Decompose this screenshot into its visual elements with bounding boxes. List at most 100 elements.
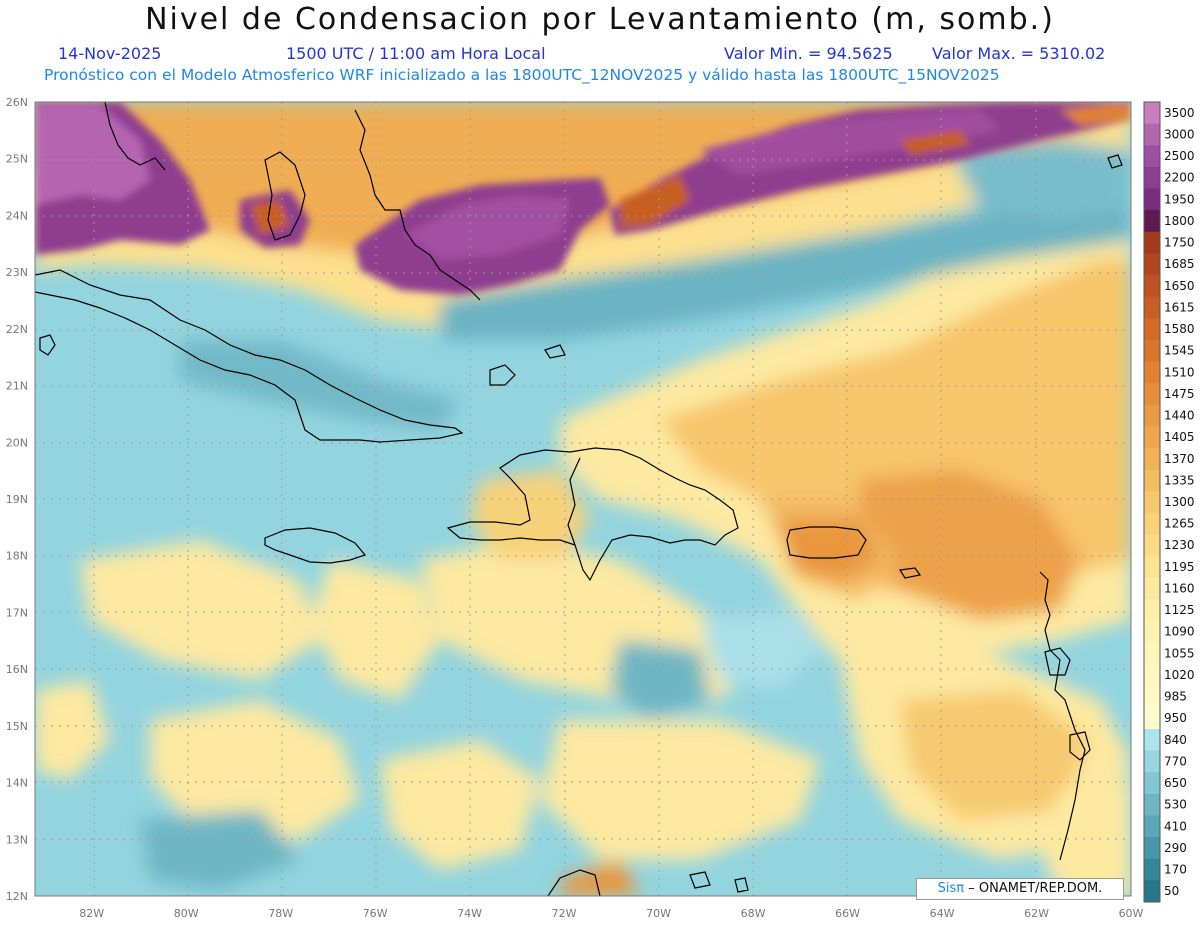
colorbar-swatch [1144, 361, 1160, 384]
lon-label-82w: 82W [79, 907, 104, 920]
colorbar-swatch [1144, 620, 1160, 644]
lat-label-13n: 13N [6, 833, 28, 846]
field-maxima [35, 102, 1131, 295]
lat-label-12n: 12N [6, 890, 28, 903]
colorbar-label: 410 [1164, 819, 1187, 833]
colorbar-label: 770 [1164, 754, 1187, 768]
colorbar-swatch [1144, 664, 1160, 687]
colorbar-label: 840 [1164, 733, 1187, 747]
colorbar-swatch [1144, 274, 1160, 298]
lon-label-74w: 74W [457, 907, 482, 920]
map-frame [34, 101, 1132, 897]
colorbar-label: 1650 [1164, 279, 1195, 293]
lat-label-19n: 19N [6, 493, 28, 506]
colorbar-label: 1125 [1164, 603, 1195, 617]
coastline-puerto-rico [786, 526, 867, 559]
colorbar-swatch [1144, 188, 1160, 211]
colorbar-swatch [1144, 404, 1160, 427]
colorbar-swatch [1144, 750, 1160, 773]
coastlines [35, 102, 1123, 896]
colorbar-swatch [1144, 772, 1160, 795]
lat-label-24n: 24N [6, 209, 28, 222]
coastline-venezuela [547, 869, 601, 896]
lat-label-15n: 15N [6, 720, 28, 733]
colorbar-swatch [1144, 577, 1160, 600]
colorbar-label: 3000 [1164, 127, 1195, 141]
lat-label-18n: 18N [6, 550, 28, 563]
lat-label-22n: 22N [6, 323, 28, 336]
colorbar-swatch [1144, 880, 1160, 903]
lat-label-16n: 16N [6, 663, 28, 676]
colorbar-label: 1405 [1164, 430, 1195, 444]
colorbar-label: 1580 [1164, 322, 1195, 336]
lat-label-14n: 14N [6, 777, 28, 790]
colorbar-label: 1160 [1164, 581, 1195, 595]
colorbar-swatch [1144, 512, 1160, 535]
colorbar-swatch [1144, 166, 1160, 189]
map-field [35, 102, 1131, 896]
colorbar-swatch [1144, 837, 1160, 860]
forecast-info: Pronóstico con el Modelo Atmosferico WRF… [44, 66, 1000, 84]
colorbar-swatch [1144, 231, 1160, 254]
colorbar-label: 985 [1164, 690, 1187, 704]
lon-label-72w: 72W [552, 907, 577, 920]
colorbar-label: 1195 [1164, 560, 1195, 574]
forecast-date: 14-Nov-2025 [58, 44, 162, 63]
lat-label-25n: 25N [6, 153, 28, 166]
colorbar-swatch [1144, 318, 1160, 341]
colorbar-label: 1055 [1164, 646, 1195, 660]
lon-label-80w: 80W [174, 907, 199, 920]
lon-label-76w: 76W [363, 907, 388, 920]
colorbar-swatch [1144, 858, 1160, 881]
lat-label-20n: 20N [6, 436, 28, 449]
credit-box: Sisπ – ONAMET/REP.DOM. [916, 878, 1124, 900]
lat-label-23n: 23N [6, 266, 28, 279]
colorbar-swatch [1144, 145, 1160, 168]
sispi-logo: Sisπ [937, 881, 965, 896]
colorbar-swatch [1144, 815, 1160, 838]
credit-text: – ONAMET/REP.DOM. [968, 881, 1103, 896]
coastline-east [1107, 154, 1123, 169]
lon-label-70w: 70W [646, 907, 671, 920]
colorbar-frame [1143, 101, 1161, 903]
colorbar-label: 50 [1164, 884, 1179, 898]
colorbar-swatch [1144, 729, 1160, 752]
lat-label-21n: 21N [6, 380, 28, 393]
coastline-isla-juventud [39, 334, 56, 356]
colorbar-label: 2200 [1164, 171, 1195, 185]
colorbar: 3500 3000 2500 2200 1950 1800 1750 1685 1650 1615… [1143, 101, 1195, 903]
coastline-florida [104, 102, 166, 171]
coastline-hispaniola [446, 447, 739, 582]
longitude-labels: 82W 80W 78W 76W 74W 72W 70W 68W 66W 64W 62W 60W [79, 907, 1143, 920]
colorbar-label: 650 [1164, 776, 1187, 790]
coastline-bahamas [354, 109, 481, 301]
coastline-inagua [489, 364, 516, 386]
colorbar-swatch [1144, 469, 1160, 492]
coastline-guadeloupe [1044, 647, 1071, 676]
map-title: Nivel de Condensacion por Levantamiento … [145, 2, 1055, 37]
colorbar-swatch [1144, 491, 1160, 514]
coastline-lesser-antilles [1039, 571, 1086, 861]
colorbar-swatch [1144, 447, 1160, 471]
colorbar-label: 530 [1164, 798, 1187, 812]
coastline-martinique [1069, 731, 1091, 761]
lon-label-78w: 78W [268, 907, 293, 920]
colorbar-label: 1685 [1164, 257, 1195, 271]
colorbar-label: 290 [1164, 841, 1187, 855]
colorbar-swatch [1144, 383, 1160, 406]
lat-label-26n: 26N [6, 96, 28, 109]
latitude-labels: 26N 25N 24N 23N 22N 21N 20N 19N 18N 17N 16N 15N 14N 1… [6, 96, 28, 903]
colorbar-label: 1800 [1164, 214, 1195, 228]
colorbar-label: 1020 [1164, 668, 1195, 682]
lon-label-62w: 62W [1024, 907, 1049, 920]
lon-label-64w: 64W [930, 907, 955, 920]
colorbar-swatch [1144, 296, 1160, 319]
colorbar-label: 1265 [1164, 517, 1195, 531]
colorbar-swatch [1144, 685, 1160, 708]
colorbar-label: 3500 [1164, 106, 1195, 120]
colorbar-label: 1300 [1164, 495, 1195, 509]
lon-label-60w: 60W [1119, 907, 1144, 920]
colorbar-label: 1615 [1164, 300, 1195, 314]
colorbar-swatch [1144, 556, 1160, 579]
coastline-aruba [689, 871, 711, 889]
